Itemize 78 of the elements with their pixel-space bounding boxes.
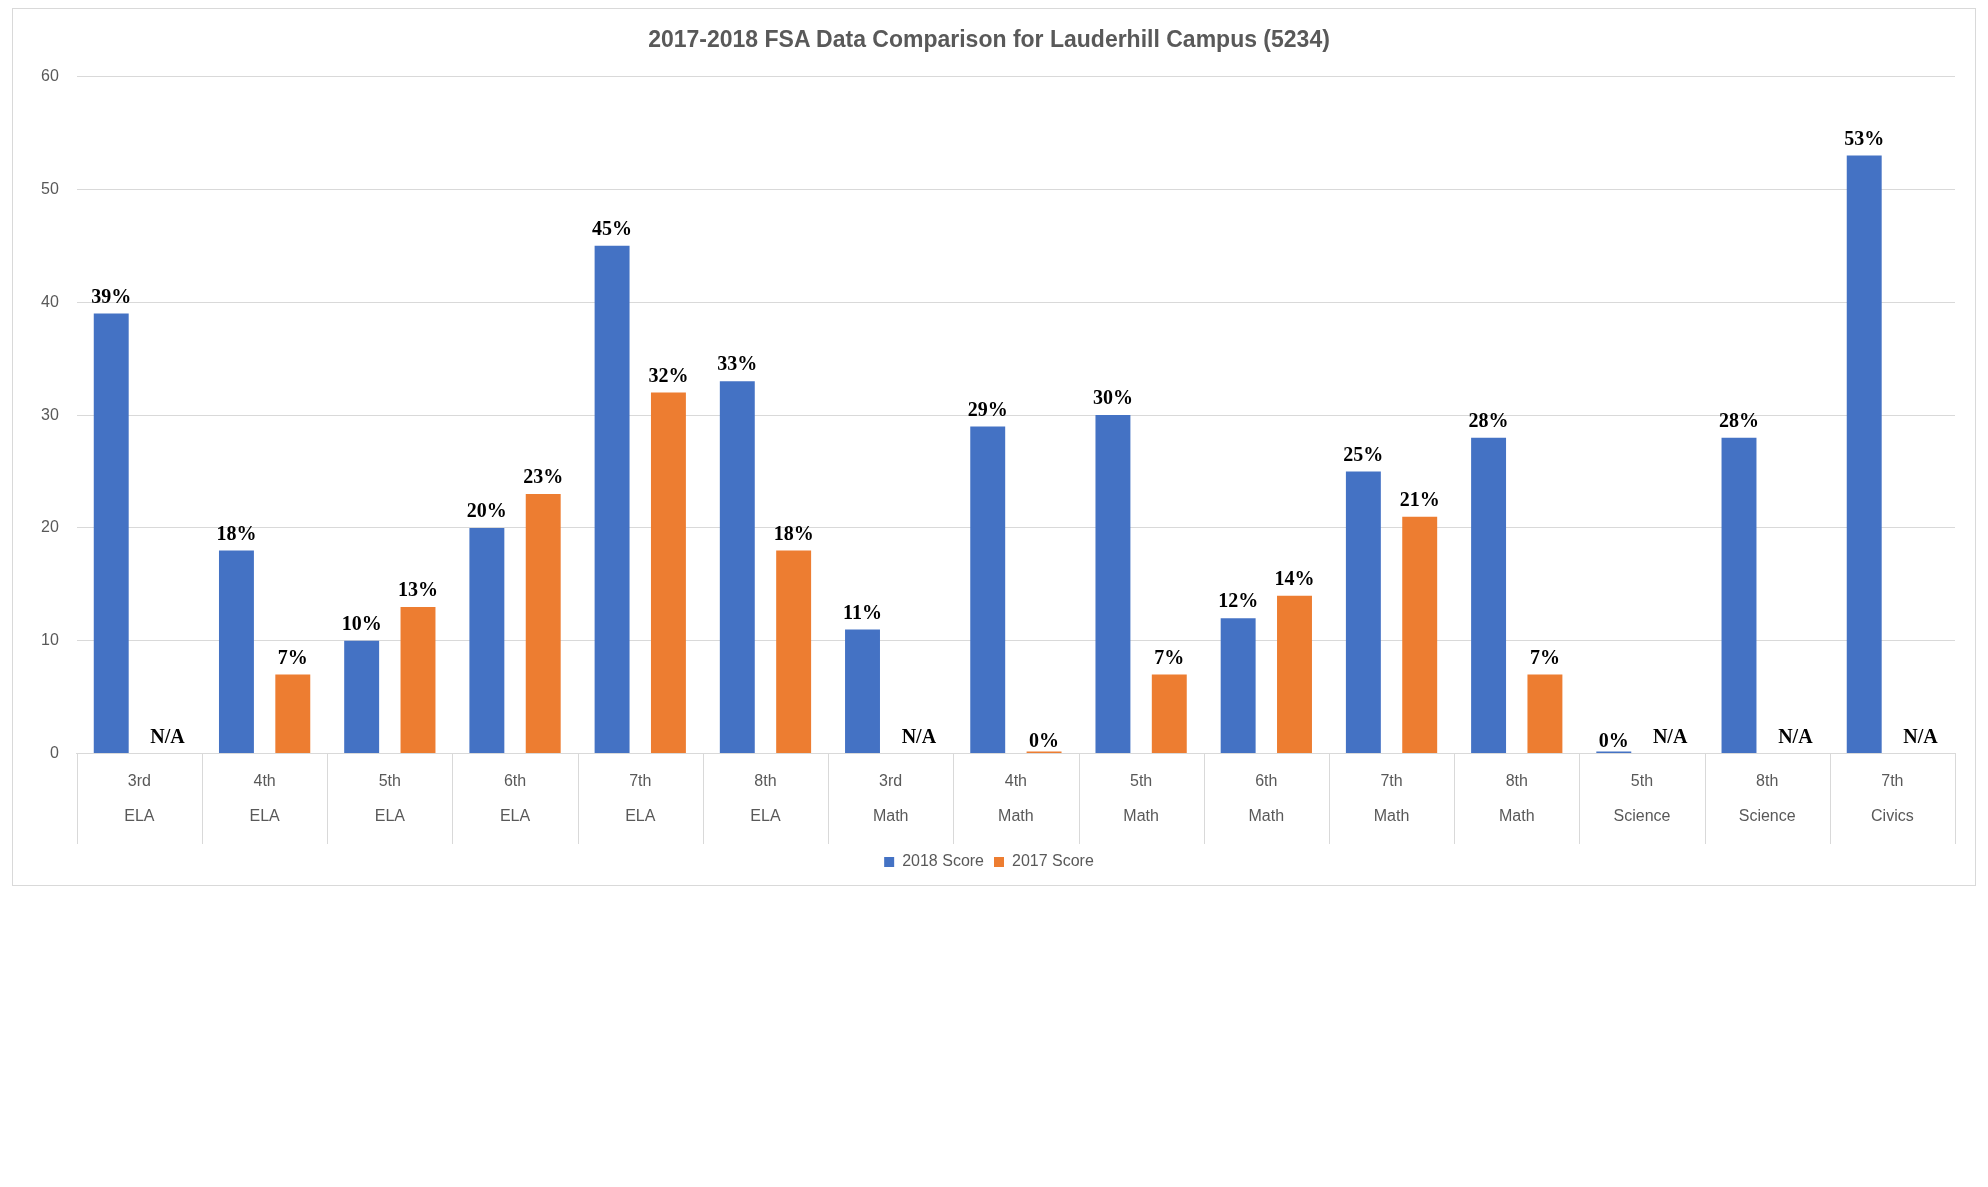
text: N/A [1778,724,1813,747]
bar [1095,415,1131,754]
x-tick-label: 4th ELA [249,771,281,824]
x-tick-label: 4th Math [998,771,1034,824]
bar [1402,516,1438,754]
data-label: 33% [717,352,758,375]
x-tick-label: 3rd ELA [124,771,155,824]
y-tick-label: 10 [41,631,59,649]
legend-label: 2017 Score [1012,852,1094,870]
bar [1277,595,1312,754]
data-label: 30% [1092,386,1133,409]
text: N/A [150,724,185,747]
x-tick-label: 7th Civics [1871,771,1914,824]
bar [1721,437,1757,754]
bar [1527,674,1563,754]
data-label: 45% [592,217,633,240]
x-tick-label: 6th ELA [499,771,531,824]
x-tick-label: 8th Science [1738,771,1796,824]
data-label: 18% [216,521,257,544]
x-tick-label: 5th ELA [374,771,406,824]
chart-title: 2017-2018 FSA Data Comparison for Lauderhill Campus (5234) [648,26,1330,53]
data-label: 18% [773,521,814,544]
data-label: 13% [398,578,438,601]
x-tick-label: 6th Math [1248,771,1285,824]
x-tick-label: 7th ELA [625,771,656,824]
bar [525,494,561,754]
data-label: 25% [1343,442,1384,465]
bar [275,674,311,754]
y-tick-label: 0 [49,744,59,762]
data-label: 32% [648,363,689,386]
text: N/A [1903,724,1938,747]
bar [1345,471,1381,754]
data-label: 21% [1399,487,1440,510]
x-tick-label: 5th Science [1613,771,1671,824]
bar [776,550,812,754]
bar [719,381,755,754]
y-tick-label: 20 [41,518,59,536]
data-label: 29% [967,397,1008,420]
data-label: 10% [341,611,382,634]
data-label: 0% [1029,728,1060,751]
data-label: 28% [1719,408,1760,431]
bar [93,313,129,754]
text: N/A [1652,724,1688,747]
y-tick-label: 60 [41,67,59,85]
data-label: 11% [843,600,882,623]
bar [1846,155,1882,754]
bar [400,606,436,754]
bar [1471,437,1507,754]
data-label: 28% [1468,408,1509,431]
data-label: 12% [1218,589,1259,612]
y-tick-label: 30 [41,405,59,423]
bar [970,426,1006,754]
bar [1220,618,1256,754]
bar [650,392,686,754]
x-tick-label: 5th Math [1123,771,1159,824]
data-label: 0% [1598,728,1629,751]
bar [594,245,630,754]
legend-label: 2018 Score [902,852,985,870]
y-tick-label: 50 [41,179,59,197]
bar [469,527,505,754]
data-label: 53% [1844,126,1885,149]
bar [845,629,880,754]
data-label: 39% [91,284,132,307]
data-label: 7% [1529,645,1560,668]
data-label: 14% [1274,566,1315,589]
x-tick-label: 8th Math [1498,771,1535,824]
data-label: 7% [1154,645,1185,668]
data-label: 7% [277,645,308,668]
data-label: 23% [523,465,564,488]
bar [344,640,380,754]
x-tick-label: 8th ELA [750,771,781,824]
x-tick-label: 7th Math [1373,771,1410,824]
x-tick-label: 3rd Math [872,771,909,824]
text: N/A [901,724,937,747]
bar [1151,674,1187,754]
data-label: 20% [466,499,507,522]
bar [218,550,254,754]
y-tick-label: 40 [41,292,59,310]
